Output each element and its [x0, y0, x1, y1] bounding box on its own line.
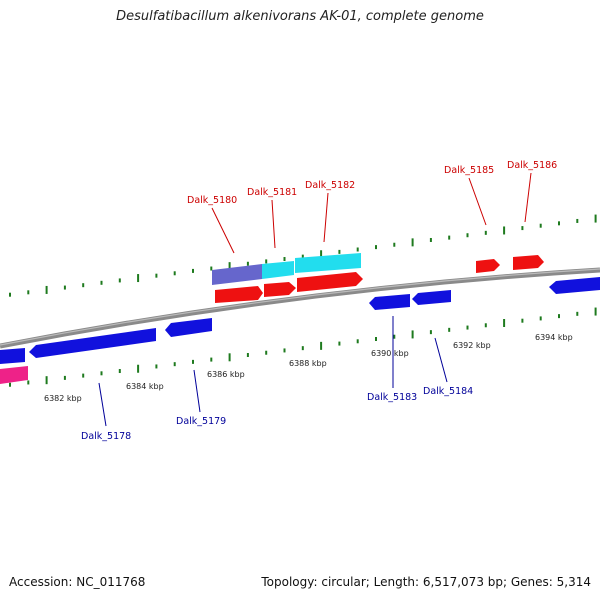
- gene-dalk-5177-partial[interactable]: [0, 348, 25, 364]
- scale-label: 6384 kbp: [126, 382, 164, 391]
- scale-label: 6394 kbp: [535, 333, 573, 342]
- genome-backbone: [0, 267, 600, 349]
- scale-label: 6386 kbp: [207, 370, 245, 379]
- gene-dalk-5186[interactable]: [513, 255, 544, 270]
- gene-label[interactable]: Dalk_5178: [81, 431, 131, 442]
- label-connector: [468, 177, 487, 226]
- gene-label[interactable]: Dalk_5179: [176, 416, 226, 427]
- gene-label[interactable]: Dalk_5185: [444, 165, 494, 176]
- gene-dalk-5183[interactable]: [369, 294, 410, 310]
- label-connectors: [98, 172, 532, 427]
- label-connector: [271, 199, 276, 249]
- gene-label[interactable]: Dalk_5183: [367, 392, 417, 403]
- label-connector: [211, 207, 235, 254]
- scale-label: 6382 kbp: [44, 394, 82, 403]
- gene-labels: Dalk_5178 Dalk_5179 Dalk_5180 Dalk_5181 Dalk…: [81, 160, 557, 442]
- genome-stats: Topology: circular; Length: 6,517,073 bp…: [261, 575, 591, 589]
- gene-label[interactable]: Dalk_5184: [423, 386, 473, 397]
- cds-feature-dalk-5182[interactable]: [295, 253, 361, 273]
- label-connector: [323, 192, 329, 243]
- gene-label[interactable]: Dalk_5181: [247, 187, 297, 198]
- gene-label[interactable]: Dalk_5182: [305, 180, 355, 191]
- gene-dalk-5179[interactable]: [165, 318, 212, 337]
- gene-dalk-5185[interactable]: [476, 259, 500, 273]
- cds-feature-dalk-5181[interactable]: [262, 261, 294, 279]
- outer-tick-track: [9, 214, 597, 297]
- gene-dalk-5178[interactable]: [29, 328, 156, 358]
- gene-dalk-5182[interactable]: [297, 272, 363, 292]
- label-connector: [524, 172, 532, 223]
- feature-track: [0, 253, 600, 384]
- scale-label: 6388 kbp: [289, 359, 327, 368]
- gene-dalk-5180[interactable]: [215, 286, 263, 303]
- scale-label: 6390 kbp: [371, 349, 409, 358]
- label-connector: [434, 337, 448, 383]
- genome-backbone-highlight: [0, 268, 600, 346]
- gene-reverse-partial-right[interactable]: [549, 277, 600, 294]
- misc-feature-magenta[interactable]: [0, 366, 28, 384]
- label-connector: [193, 369, 201, 413]
- label-connector: [98, 382, 107, 427]
- gene-label[interactable]: Dalk_5186: [507, 160, 557, 171]
- accession-label: Accession: NC_011768: [9, 575, 146, 589]
- scale-labels: 6382 kbp 6384 kbp 6386 kbp 6388 kbp 6390 kbp…: [44, 333, 573, 403]
- genome-title: Desulfatibacillum alkenivorans AK-01, co…: [116, 9, 484, 24]
- scale-label: 6392 kbp: [453, 341, 491, 350]
- gene-dalk-5184[interactable]: [412, 290, 451, 305]
- gene-dalk-5181[interactable]: [264, 282, 296, 297]
- gene-label[interactable]: Dalk_5180: [187, 195, 237, 206]
- inner-tick-track: [9, 307, 597, 387]
- cds-feature-dalk-5180[interactable]: [212, 264, 262, 285]
